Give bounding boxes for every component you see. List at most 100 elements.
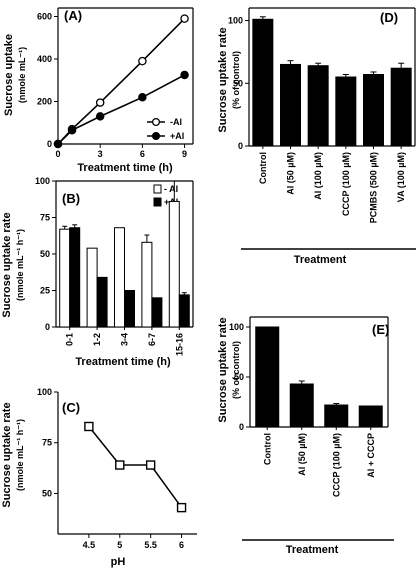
panel-b-y-tick-label: 25 [40, 286, 50, 296]
panel-a-y-tick-label: 200 [37, 97, 52, 107]
bar-plus-al [151, 297, 163, 328]
panel-d-y-axis-label: Sucrose uptake rate [217, 27, 229, 132]
panel-c-y-tick-label: 50 [42, 488, 52, 498]
data-point-plus-al [138, 93, 147, 102]
panel-d-category-label: Control [258, 152, 268, 184]
data-point-ph [84, 421, 94, 432]
data-point-ph [115, 460, 125, 470]
panel-e-bar [289, 383, 314, 428]
panel-e-bar [358, 405, 383, 428]
panel-a-y-tick-label: 400 [37, 54, 52, 64]
panel-a-x-axis-label: Treatment time (h) [77, 162, 173, 174]
panel-e-y-tick-label: 100 [229, 322, 244, 332]
bar-plus-al [124, 290, 135, 328]
panel-e-y-tick-label: 50 [234, 372, 244, 382]
panel-d-bar [280, 63, 301, 147]
panel-b-x-axis-label: Treatment time (h) [75, 356, 171, 368]
panel-d-y-tick-label: 50 [233, 78, 243, 88]
panel-d-bar [252, 18, 274, 147]
panel-b-y-axis-unit: (nmole mL⁻¹ h⁻¹) [15, 229, 25, 301]
panel-e-category-label: Al + CCCP [366, 433, 376, 478]
data-point-minus-al [138, 56, 147, 66]
panel-d-y-axis-unit: (% of control) [231, 51, 241, 109]
panel-d-bar-chart: (D) Sucrose uptake rate (% of control) T… [217, 7, 416, 266]
data-point-plus-al [95, 112, 105, 121]
panel-b-category-label: 15-16 [174, 333, 184, 356]
panel-d-category-label: Al (50 µM) [286, 152, 296, 195]
panel-c-x-tick-label: 4.5 [83, 540, 96, 550]
bar-minus-al [86, 247, 98, 328]
panel-c-y-tick-label: 75 [42, 438, 52, 448]
panel-d-bar [363, 73, 384, 147]
panel-a-x-tick-label: 3 [98, 149, 103, 159]
data-point-plus-al [180, 70, 189, 80]
panel-b-y-axis-label: Sucrose uptake rate [1, 212, 13, 317]
data-point-ph [145, 460, 156, 470]
panel-a-y-axis-unit: (nmole mL⁻¹) [17, 47, 27, 103]
series-line-minus-al [57, 18, 186, 145]
bar-minus-al [141, 241, 153, 328]
panel-c-x-tick-label: 5 [117, 540, 122, 550]
panel-a-x-tick-label: 0 [55, 149, 60, 159]
legend-swatch-minus-al [153, 184, 162, 194]
panel-a-line-chart: (A) Sucrose uptake (nmole mL⁻¹) Treatmen… [3, 7, 194, 174]
panel-b-category-label: 1-2 [92, 333, 102, 346]
panel-b-y-tick-label: 100 [35, 176, 50, 186]
legend-marker-plus-al [151, 131, 161, 141]
panel-d-letter: (D) [380, 10, 398, 25]
panel-b-category-label: 3-4 [120, 333, 130, 346]
panel-e-x-axis-label: Treatment [286, 544, 339, 556]
series-line-ph [88, 426, 183, 509]
panel-b-category-label: 0-1 [65, 333, 75, 346]
panel-e-bar [324, 404, 349, 428]
panel-d-bar [307, 65, 329, 147]
panel-c-line-chart: (C) Sucrose uptake rate (nmole mL⁻¹ h⁻¹)… [1, 387, 197, 568]
data-point-plus-al [53, 139, 63, 149]
panel-d-y-tick-label: 100 [228, 16, 243, 26]
panel-d-category-label: VA (100 µM) [396, 152, 406, 202]
bar-minus-al [114, 227, 125, 328]
legend-label-plus-al: +Al [170, 131, 184, 141]
bar-plus-al [69, 227, 81, 328]
panel-b-y-tick-label: 50 [40, 249, 50, 259]
panel-a-y-axis-label: Sucrose uptake [3, 34, 15, 116]
panel-e-y-axis-label: Sucrose uptake rate [217, 317, 229, 422]
panel-c-x-tick-label: 5.5 [144, 540, 157, 550]
panel-e-y-tick-label: 0 [239, 422, 244, 432]
panel-d-bar [390, 67, 412, 147]
data-point-ph [176, 502, 187, 513]
panel-c-x-tick-label: 6 [179, 540, 184, 550]
panel-b-bar-chart: (B) Sucrose uptake rate (nmole mL⁻¹ h⁻¹)… [1, 176, 194, 368]
panel-c-x-axis-label: pH [111, 556, 126, 568]
legend-label-minus-al: -Al [170, 117, 182, 127]
panel-e-bar-chart: (E) Sucrose uptake rate (% of control) T… [217, 316, 394, 556]
panel-e-category-label: Control [262, 433, 272, 465]
panel-b-category-label: 6-7 [147, 333, 157, 346]
panel-c-y-axis-unit: (nmole mL⁻¹ h⁻¹) [15, 419, 25, 491]
panel-d-bar [335, 76, 357, 147]
bar-minus-al [168, 200, 180, 328]
panel-a-x-tick-label: 6 [140, 149, 145, 159]
data-point-plus-al [67, 125, 77, 135]
panel-d-x-axis-label: Treatment [294, 254, 347, 266]
panel-e-category-label: Al (50 µM) [297, 433, 307, 476]
panel-d-category-label: CCCP (100 µM) [341, 152, 351, 216]
panel-b-y-tick-label: 0 [45, 322, 50, 332]
panel-d-y-tick-label: 0 [238, 141, 243, 151]
panel-a-y-tick-label: 600 [37, 12, 52, 22]
data-point-minus-al [95, 98, 105, 107]
panel-d-category-label: PCMBS (500 µM) [369, 152, 379, 223]
panel-d-category-label: Al (100 µM) [313, 152, 323, 200]
panel-b-letter: (B) [62, 191, 80, 206]
panel-a-y-tick-label: 0 [47, 139, 52, 149]
panel-e-category-label: CCCP (100 µM) [331, 433, 341, 497]
series-line-plus-al [57, 74, 185, 145]
panel-e-y-axis-unit: (% of control) [231, 341, 241, 399]
bar-plus-al [96, 276, 108, 328]
panel-e-letter: (E) [372, 322, 389, 337]
panel-b-y-tick-label: 75 [40, 213, 50, 223]
panel-a-x-tick-label: 9 [182, 149, 187, 159]
data-point-minus-al [180, 14, 189, 23]
panel-c-y-axis-label: Sucrose uptake rate [1, 402, 13, 507]
